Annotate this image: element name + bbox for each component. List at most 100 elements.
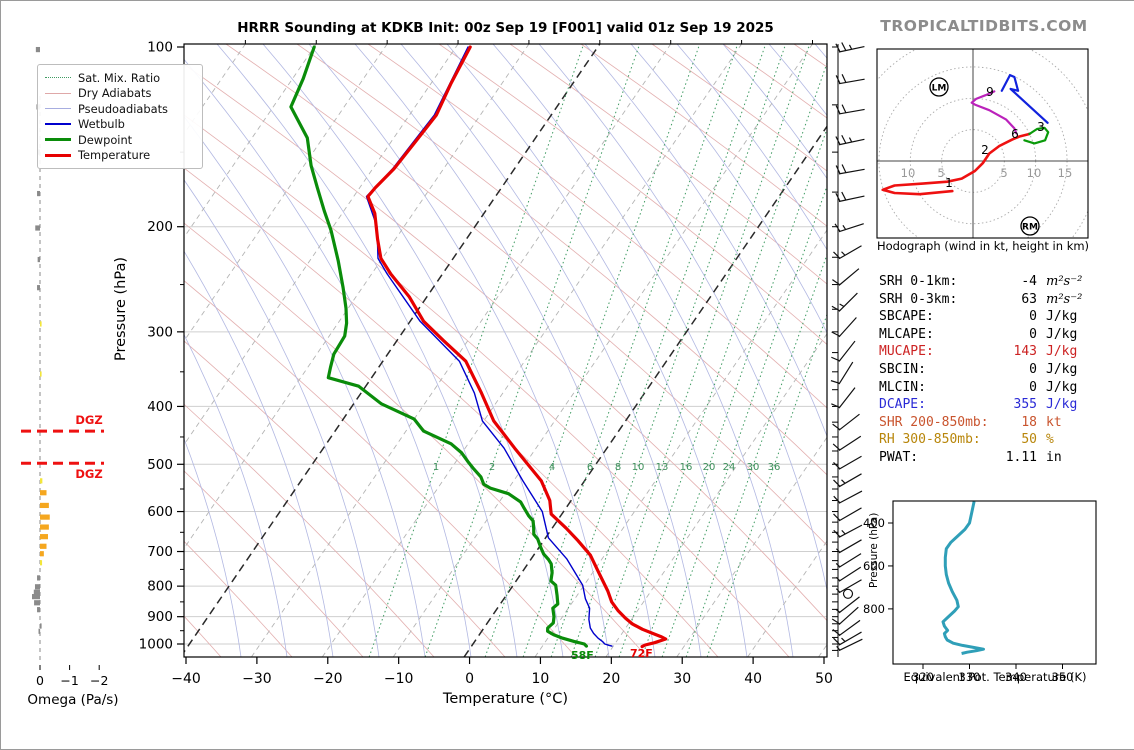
hodo-ring-label: 5 xyxy=(1000,166,1007,180)
stat-value: 355 xyxy=(1013,397,1037,413)
mixing-ratio-label: 1 xyxy=(433,462,439,473)
stat-label: SBCIN: xyxy=(879,361,926,377)
dewpoint-trace xyxy=(289,45,589,648)
hodo-height-label: 3 xyxy=(1037,120,1045,134)
theta-e-x-label: Equivalent Pot. Temperature (K) xyxy=(903,670,1087,684)
stat-row: DCAPE: 355 J/kg xyxy=(879,396,1129,414)
theta-e-ytick: 400 xyxy=(863,516,885,530)
stat-value: -4 xyxy=(1021,274,1037,289)
hodo-ring-label: 15 xyxy=(1058,166,1073,180)
pressure-tick-label: 800 xyxy=(147,579,173,595)
legend-item-label: Sat. Mix. Ratio xyxy=(78,70,161,85)
stat-label: MLCAPE: xyxy=(879,326,934,342)
dgz-label: DGZ xyxy=(75,467,102,481)
temp-tick-label: 0 xyxy=(465,671,474,687)
mixing-ratio-label: 30 xyxy=(747,462,760,473)
stat-row: MLCAPE: 0 J/kg xyxy=(879,326,1129,344)
pressure-tick-label: 300 xyxy=(147,324,173,340)
stat-label: SHR 200-850mb: xyxy=(879,414,989,430)
temp-tick-label: −10 xyxy=(384,671,414,687)
mixing-ratio-label: 16 xyxy=(680,462,693,473)
theta-e-panel: 400 600 800 320 330 340 350 xyxy=(863,500,1097,684)
stat-row: SBCIN: 0 J/kg xyxy=(879,361,1129,379)
omega-tick-label: 0 xyxy=(36,673,44,688)
hodo-ring-label: 10 xyxy=(901,166,916,180)
dgz-label: DGZ xyxy=(75,413,102,427)
hodo-trace-9-12km xyxy=(1000,73,1049,124)
storm-marker-rm: RM xyxy=(1022,223,1038,233)
stat-label: RH 300-850mb: xyxy=(879,432,981,448)
stat-label: SRH 0-1km: xyxy=(879,274,958,289)
temp-tick-label: 40 xyxy=(744,671,762,687)
stat-row: PWAT: 1.11 in xyxy=(879,449,1129,467)
temperature-axis-label: Temperature (°C) xyxy=(442,691,569,707)
hodo-ring-label: 10 xyxy=(1027,166,1042,180)
pressure-tick-label: 700 xyxy=(147,544,173,560)
stat-unit: % xyxy=(1046,432,1054,448)
stat-row: SHR 200-850mb: 18 kt xyxy=(879,414,1129,432)
hodo-height-label: 9 xyxy=(986,85,994,99)
stat-value: 0 xyxy=(1029,326,1037,342)
mixing-ratio-label: 24 xyxy=(723,462,736,473)
stat-unit: kt xyxy=(1046,414,1062,430)
stat-unit: J/kg xyxy=(1046,379,1078,395)
theta-e-ytick: 800 xyxy=(863,602,885,616)
storm-marker-lm: LM xyxy=(932,84,947,94)
stat-unit: in xyxy=(1046,449,1062,465)
legend-line-sample xyxy=(45,153,71,157)
stat-value: 0 xyxy=(1029,379,1037,395)
legend: Sat. Mix. Ratio Dry Adiabats Pseudoadiabat… xyxy=(37,64,203,169)
skewt-frame xyxy=(183,43,828,658)
stat-value: 0 xyxy=(1029,361,1037,377)
stat-row: MUCAPE: 143 J/kg xyxy=(879,343,1129,361)
stat-unit: J/kg xyxy=(1046,397,1078,413)
pressure-tick-label: 100 xyxy=(147,40,173,56)
stat-label: PWAT: xyxy=(879,449,919,465)
stat-label: SRH 0-3km: xyxy=(879,291,958,307)
mixing-ratio-label: 20 xyxy=(703,462,716,473)
mixing-ratio-label: 4 xyxy=(549,462,555,473)
stat-unit: J/kg xyxy=(1046,344,1078,360)
legend-line-sample xyxy=(45,123,71,126)
temp-tick-label: −40 xyxy=(171,671,201,687)
temp-tick-label: −20 xyxy=(313,671,343,687)
stat-label: MUCAPE: xyxy=(879,344,934,360)
mixing-ratio-label: 36 xyxy=(768,462,781,473)
stat-row: RH 300-850mb: 50% xyxy=(879,431,1129,449)
hodo-trace-0-3km xyxy=(881,132,1031,196)
temperature-trace xyxy=(366,45,668,649)
theta-e-xtick: 330 xyxy=(959,670,981,684)
hodo-height-label: 1 xyxy=(945,176,953,190)
hodo-height-label: 6 xyxy=(1011,127,1019,141)
theta-e-xtick: 340 xyxy=(1005,670,1027,684)
theta-e-y-label: Pressure (hPa) xyxy=(868,512,880,588)
mixing-ratio-label: 6 xyxy=(587,462,593,473)
pressure-tick-label: 200 xyxy=(147,219,173,235)
hodograph-panel: 10 5 5 10 15 1 2 3 6 9 LM RM xyxy=(876,48,1089,239)
stat-unit: m²s⁻² xyxy=(1046,274,1083,289)
temp-tick-label: 10 xyxy=(532,671,550,687)
stat-unit: m²s⁻² xyxy=(1046,291,1083,307)
omega-panel: 0 −1 −2 DGZ DGZ xyxy=(21,46,108,688)
stat-label: DCAPE: xyxy=(879,397,926,413)
wind-barb-column xyxy=(830,42,865,657)
hodo-trace-3-6km xyxy=(1023,126,1050,145)
stat-label: SBCAPE: xyxy=(879,309,934,325)
hodo-trace-6-9km xyxy=(970,90,1018,135)
legend-item: Dry Adiabats xyxy=(45,86,195,102)
temp-tick-label: 30 xyxy=(673,671,691,687)
mixing-ratio-label: 8 xyxy=(615,462,621,473)
mixing-ratio-label: 2 xyxy=(489,462,495,473)
surface-dewpoint-label: 58F xyxy=(571,649,594,662)
stat-row: MLCIN: 0 J/kg xyxy=(879,379,1129,397)
legend-line-sample xyxy=(45,77,71,79)
stat-value: 18 xyxy=(1021,414,1037,430)
legend-item-label: Wetbulb xyxy=(78,117,125,132)
stat-value: 63 xyxy=(1021,291,1037,307)
omega-axis-label: Omega (Pa/s) xyxy=(27,692,119,708)
pressure-tick-label: 400 xyxy=(147,399,173,415)
stats-panel: SRH 0-1km: -4 m²s⁻² SRH 0-3km: 63 m²s⁻² SBCAPE… xyxy=(879,273,1129,467)
legend-item-label: Dry Adiabats xyxy=(78,86,152,101)
